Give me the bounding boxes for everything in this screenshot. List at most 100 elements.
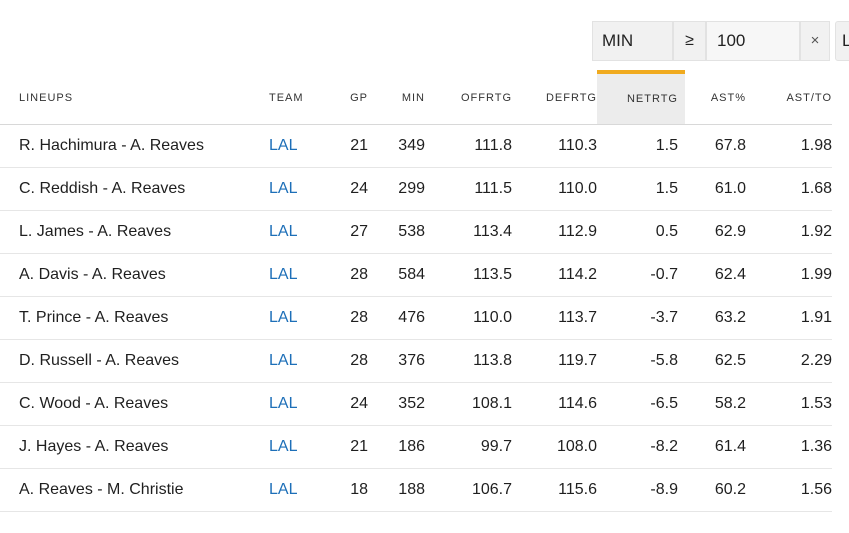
lineup-cell: L. James - A. Reaves (0, 210, 261, 254)
min-cell: 538 (368, 210, 425, 254)
offrtg-cell: 106.7 (425, 468, 512, 512)
table-row: T. Prince - A. Reaves LAL 28 476 110.0 113.7-… (0, 296, 832, 340)
team-link-text[interactable]: LAL (269, 223, 298, 240)
table-row: C. Wood - A. Reaves LAL 24 352 108.1 114.6 -6.… (0, 382, 832, 426)
team-link[interactable]: LAL (261, 339, 331, 383)
filter-field-select[interactable]: MIN (592, 21, 673, 61)
gp-cell: 24 (331, 167, 368, 211)
ast-pct-cell: 63.2 (685, 296, 746, 340)
offrtg-cell: 113.5 (425, 253, 512, 297)
team-link-text[interactable]: LAL (269, 395, 298, 412)
lineup-cell: A. Reaves - M. Christie (0, 468, 261, 512)
ast-pct-cell: 61.4 (685, 425, 746, 469)
lineup-cell: R. Hachimura - A. Reaves (0, 124, 261, 168)
ast-pct-cell: 62.5 (685, 339, 746, 383)
ast-pct-cell: 67.8 (685, 124, 746, 168)
netrtg-cell: -3.7 (597, 296, 685, 340)
team-link-text[interactable]: LAL (269, 309, 298, 326)
table-row: R. Hachimura - A. Reaves LAL 21 349 111.8 110… (0, 124, 832, 168)
header-offrtg[interactable]: OFFRTG (425, 72, 512, 125)
team-link[interactable]: LAL (261, 468, 331, 512)
gp-cell: 28 (331, 253, 368, 297)
netrtg-cell: -0.7 (597, 253, 685, 297)
defrtg-cell: 108.0 (512, 425, 597, 469)
lineups-table: LINEUPS TEAM GP MIN OFFRTG DEFRTG NETRTG… (0, 70, 832, 512)
table-body: R. Hachimura - A. Reaves LAL 21 349 111.8 110… (0, 124, 832, 512)
header-team[interactable]: TEAM (261, 72, 331, 125)
min-cell: 376 (368, 339, 425, 383)
ast-to-cell: 2.29 (746, 339, 832, 383)
table-row: J. Hayes - A. Reaves LAL 21 186 99.7 108.0 -8.… (0, 425, 832, 469)
min-cell: 476 (368, 296, 425, 340)
offrtg-cell: 108.1 (425, 382, 512, 426)
gp-cell: 28 (331, 339, 368, 383)
offrtg-cell: 110.0 (425, 296, 512, 340)
filter-operator-select[interactable]: ≥ (673, 21, 706, 61)
header-defrtg[interactable]: DEFRTG (512, 72, 597, 125)
team-link-text[interactable]: LAL (269, 438, 298, 455)
defrtg-cell: 110.0 (512, 167, 597, 211)
defrtg-cell: 119.7 (512, 339, 597, 383)
defrtg-cell: 110.3 (512, 124, 597, 168)
header-min[interactable]: MIN (368, 72, 425, 125)
team-link[interactable]: LAL (261, 296, 331, 340)
team-link-text[interactable]: LAL (269, 352, 298, 369)
netrtg-cell: 1.5 (597, 124, 685, 168)
clear-filter-icon[interactable]: × (800, 21, 830, 61)
table-row: L. James - A. Reaves LAL 27 538 113.4 112.9 0.… (0, 210, 832, 254)
defrtg-cell: 112.9 (512, 210, 597, 254)
ast-pct-cell: 62.4 (685, 253, 746, 297)
team-link-text[interactable]: LAL (269, 180, 298, 197)
next-filter-select[interactable]: L (835, 21, 849, 61)
team-link[interactable]: LAL (261, 253, 331, 297)
offrtg-cell: 113.4 (425, 210, 512, 254)
header-ast-to[interactable]: AST/TO (746, 72, 832, 125)
defrtg-cell: 113.7 (512, 296, 597, 340)
offrtg-cell: 99.7 (425, 425, 512, 469)
team-link[interactable]: LAL (261, 124, 331, 168)
netrtg-cell: -5.8 (597, 339, 685, 383)
team-link[interactable]: LAL (261, 167, 331, 211)
team-link-text[interactable]: LAL (269, 481, 298, 498)
team-link-text[interactable]: LAL (269, 266, 298, 283)
lineup-cell: C. Wood - A. Reaves (0, 382, 261, 426)
min-cell: 584 (368, 253, 425, 297)
min-cell: 349 (368, 124, 425, 168)
ast-to-cell: 1.98 (746, 124, 832, 168)
team-link-text[interactable]: LAL (269, 137, 298, 154)
ast-to-cell: 1.68 (746, 167, 832, 211)
min-cell: 352 (368, 382, 425, 426)
header-ast-pct[interactable]: AST% (685, 72, 746, 125)
gp-cell: 28 (331, 296, 368, 340)
ast-to-cell: 1.92 (746, 210, 832, 254)
lineup-cell: J. Hayes - A. Reaves (0, 425, 261, 469)
gp-cell: 21 (331, 124, 368, 168)
netrtg-cell: -6.5 (597, 382, 685, 426)
team-link[interactable]: LAL (261, 382, 331, 426)
defrtg-cell: 115.6 (512, 468, 597, 512)
ast-pct-cell: 62.9 (685, 210, 746, 254)
table-row: C. Reddish - A. Reaves LAL 24 299 111.5 110.0… (0, 167, 832, 211)
lineup-cell: D. Russell - A. Reaves (0, 339, 261, 383)
ast-to-cell: 1.53 (746, 382, 832, 426)
team-link[interactable]: LAL (261, 210, 331, 254)
table-header-row: LINEUPS TEAM GP MIN OFFRTG DEFRTG NETRTG… (0, 70, 832, 125)
ast-to-cell: 1.91 (746, 296, 832, 340)
header-lineups[interactable]: LINEUPS (0, 72, 261, 125)
header-netrtg-sorted[interactable]: NETRTG (597, 70, 685, 125)
team-link[interactable]: LAL (261, 425, 331, 469)
header-gp[interactable]: GP (331, 72, 368, 125)
table-row: A. Reaves - M. Christie LAL 18 188 106.7 115.… (0, 468, 832, 512)
table-row: D. Russell - A. Reaves LAL 28 376 113.8 119.7… (0, 339, 832, 383)
offrtg-cell: 111.8 (425, 124, 512, 168)
ast-to-cell: 1.56 (746, 468, 832, 512)
filter-value-input[interactable]: 100 (706, 21, 800, 61)
lineups-table-container: LINEUPS TEAM GP MIN OFFRTG DEFRTG NETRTG… (0, 70, 849, 512)
netrtg-cell: -8.9 (597, 468, 685, 512)
netrtg-cell: -8.2 (597, 425, 685, 469)
gp-cell: 24 (331, 382, 368, 426)
table-row: A. Davis - A. Reaves LAL 28 584 113.5 114.2 -0… (0, 253, 832, 297)
ast-pct-cell: 58.2 (685, 382, 746, 426)
ast-to-cell: 1.99 (746, 253, 832, 297)
